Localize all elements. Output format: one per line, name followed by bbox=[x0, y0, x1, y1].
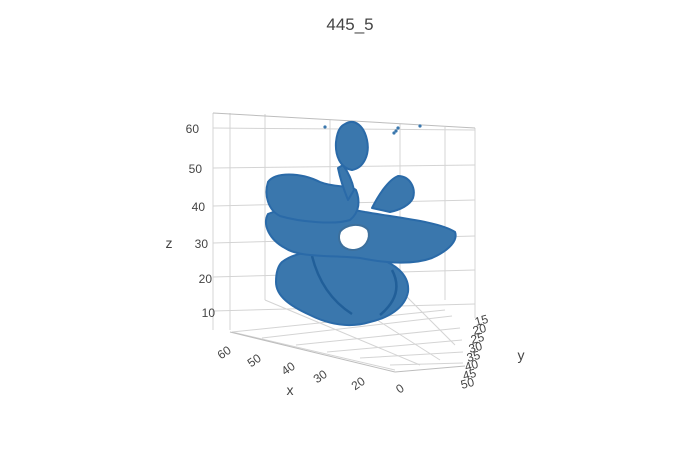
upper-right-lobe-shape bbox=[371, 175, 415, 213]
x-tick-label: 60 bbox=[215, 343, 234, 362]
outlier-point bbox=[392, 131, 396, 135]
y-axis-title: y bbox=[518, 347, 525, 363]
x-axis-title: x bbox=[287, 382, 294, 398]
z-axis-ticks: 60 50 40 30 20 10 bbox=[186, 122, 216, 320]
z-tick-label: 20 bbox=[199, 272, 213, 286]
grid-line bbox=[399, 289, 456, 346]
grid-line bbox=[295, 327, 461, 346]
lower-bowl-rim bbox=[379, 269, 398, 316]
grid-line bbox=[389, 362, 464, 366]
grid-line bbox=[261, 315, 453, 339]
y-axis-ticks: 15 20 25 30 35 40 45 50 bbox=[459, 312, 490, 392]
grid-line bbox=[326, 339, 463, 353]
outlier-point bbox=[418, 124, 422, 128]
y-tick-label: 50 bbox=[459, 375, 476, 392]
neck-shape bbox=[337, 164, 355, 201]
outlier-point bbox=[394, 129, 398, 133]
y-tick-label: 20 bbox=[471, 321, 488, 338]
y-tick-label: 40 bbox=[463, 357, 480, 374]
chart-title: 445_5 bbox=[326, 15, 373, 34]
grid-line bbox=[264, 299, 421, 366]
y-tick-label: 45 bbox=[461, 366, 478, 383]
outlier-point bbox=[396, 126, 400, 130]
y-tick-label: 15 bbox=[473, 312, 490, 329]
z-axis-title: z bbox=[166, 235, 173, 251]
x-tick-label: 20 bbox=[349, 374, 368, 393]
lower-bowl-rim bbox=[310, 255, 353, 316]
y-tick-label: 30 bbox=[467, 339, 484, 356]
ring-hole bbox=[338, 224, 370, 252]
upper-left-wing-shape bbox=[265, 173, 360, 224]
z-tick-label: 30 bbox=[195, 237, 209, 251]
axis-line bbox=[212, 112, 476, 129]
grid-line bbox=[231, 331, 396, 371]
grid-line bbox=[359, 351, 464, 359]
y-tick-label: 25 bbox=[469, 330, 486, 347]
point-cloud-object bbox=[265, 121, 457, 327]
z-tick-label: 40 bbox=[192, 200, 206, 214]
x-tick-label: 40 bbox=[279, 359, 298, 378]
x-tick-label: 50 bbox=[245, 351, 264, 370]
z-tick-label: 60 bbox=[186, 122, 200, 136]
axis-line bbox=[229, 331, 396, 373]
outlier-point bbox=[323, 125, 327, 129]
x-tick-label: 30 bbox=[311, 367, 330, 386]
z-tick-label: 10 bbox=[202, 306, 216, 320]
z-tick-label: 50 bbox=[189, 162, 203, 176]
outlier-points bbox=[323, 124, 422, 135]
y-tick-label: 35 bbox=[465, 348, 482, 365]
x-tick-label: 0 bbox=[393, 381, 407, 396]
top-nub-shape bbox=[334, 121, 369, 171]
axis-line bbox=[394, 365, 466, 373]
